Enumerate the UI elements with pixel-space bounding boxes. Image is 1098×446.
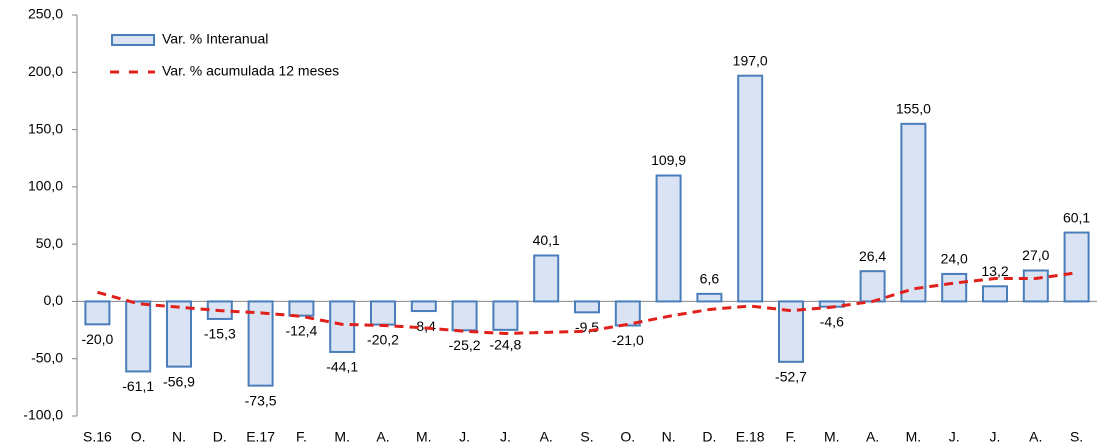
x-tick-label: D. [213,429,227,445]
y-tick-label: 200,0 [28,63,63,79]
y-tick-label: 50,0 [36,235,63,251]
x-tick-label: A. [1029,429,1042,445]
x-tick-label: F. [296,429,307,445]
legend: Var. % Interanual Var. % acumulada 12 mes… [110,31,339,79]
data-label: -20,0 [81,331,113,347]
x-tick-label: E.18 [736,429,765,445]
x-tick-label: M. [906,429,922,445]
bar [1063,231,1090,303]
bar [778,300,804,363]
x-tick-label: N. [172,429,186,445]
y-tick-label: 150,0 [28,120,63,136]
x-tick-label: F. [786,429,797,445]
legend-label: Var. % acumulada 12 meses [162,63,339,79]
data-label: -21,0 [612,332,644,348]
data-label: -20,2 [367,331,399,347]
bar [125,300,152,373]
data-label: 60,1 [1063,209,1090,225]
x-tick-label: J. [459,429,470,445]
data-label: 109,9 [651,152,686,168]
x-tick-label: D. [702,429,716,445]
bar [247,300,274,387]
x-tick-label: S. [1070,429,1083,445]
data-label: 40,1 [533,232,560,248]
data-label: 24,0 [941,251,968,267]
bar [941,272,968,303]
x-tick-label: O. [620,429,635,445]
data-label: -8,4 [412,318,436,334]
bar [451,300,478,332]
data-label: -12,4 [285,322,317,338]
x-tick-label: A. [540,429,553,445]
x-tick-label: S. [580,429,593,445]
bar [84,300,111,326]
bar [900,122,927,303]
bar [696,292,723,303]
data-label: -4,6 [820,313,844,329]
data-label: -73,5 [245,392,277,408]
x-tick-label: M. [416,429,432,445]
bar [655,174,682,303]
data-label: -15,3 [204,326,236,342]
x-tick-label: J. [990,429,1001,445]
y-tick-label: 100,0 [28,178,63,194]
data-label: 13,2 [981,263,1008,279]
x-tick-label: E.17 [246,429,275,445]
bar [574,300,600,314]
x-tick-label: M. [824,429,840,445]
legend-swatch [111,34,155,46]
x-tick-label: A. [866,429,879,445]
bar [410,300,437,313]
line [96,271,1077,336]
bar [614,300,641,327]
x-tick-label: S.16 [83,429,112,445]
data-label: 197,0 [733,52,768,68]
data-label: -61,1 [122,378,154,394]
data-label: -44,1 [326,359,358,375]
y-tick-label: 250,0 [28,6,63,22]
bar [492,300,519,331]
bar [982,285,1008,303]
y-tick-label: -100,0 [23,407,63,423]
data-label: 27,0 [1022,247,1049,263]
bar [1022,269,1049,303]
data-label: -25,2 [449,337,481,353]
legend-label: Var. % Interanual [162,31,268,47]
bar [329,300,356,353]
x-tick-label: N. [662,429,676,445]
bar [737,74,764,303]
bar [533,254,560,303]
x-tick-label: A. [376,429,389,445]
bar [370,300,396,326]
bar [166,300,192,368]
data-label: 155,0 [896,101,931,117]
data-label: -56,9 [163,373,195,389]
data-label: -52,7 [775,369,807,385]
x-tick-label: J. [500,429,511,445]
y-tick-label: 0,0 [44,292,64,308]
x-tick-label: M. [334,429,350,445]
bar [859,270,886,303]
data-label: 26,4 [859,248,886,264]
bar [288,300,315,317]
x-tick-label: J. [949,429,960,445]
y-tick-label: -50,0 [31,349,63,365]
data-label: -24,8 [489,337,521,353]
data-label: 6,6 [700,271,720,287]
x-tick-label: O. [131,429,146,445]
